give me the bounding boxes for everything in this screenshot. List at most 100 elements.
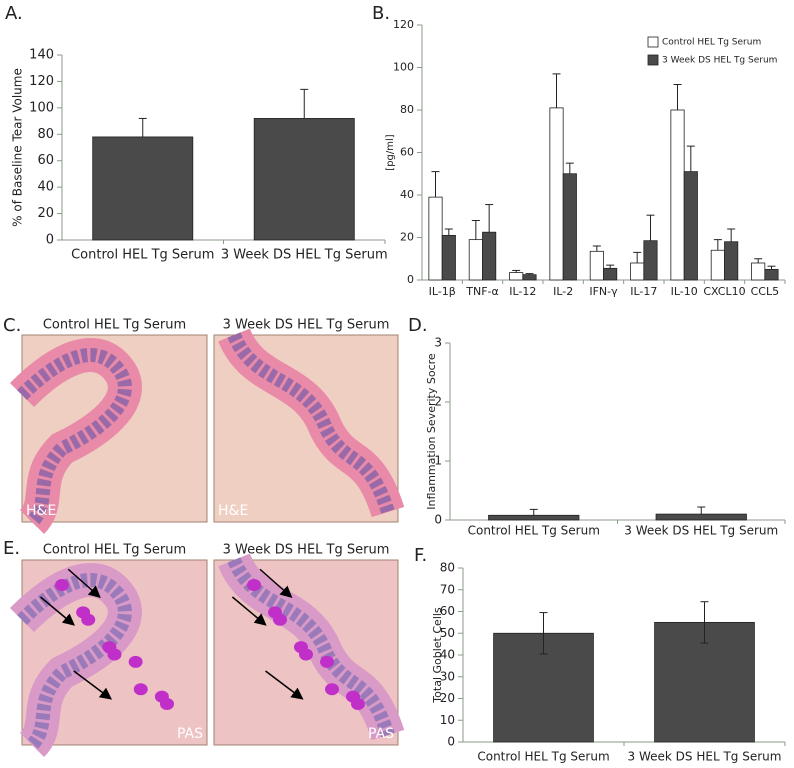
bar: [549, 107, 564, 281]
legend-swatch: [647, 54, 659, 66]
x-tick-label: CXCL10: [703, 285, 745, 298]
goblet-cell: [247, 579, 261, 591]
legend-swatch: [647, 36, 659, 48]
micrograph: [213, 552, 405, 746]
bar: [603, 267, 618, 281]
x-tick-label: IFN-γ: [589, 285, 618, 298]
y-tick-label: 80: [37, 127, 54, 142]
tissue-epithelium: [227, 332, 395, 515]
y-tick-label: 70: [440, 582, 455, 596]
bar: [468, 239, 483, 281]
goblet-cell: [273, 613, 287, 626]
x-tick-label: Control HEL Tg Serum: [71, 248, 214, 263]
x-tick-label: IL-12: [509, 285, 536, 298]
x-tick-label: CCL5: [751, 285, 780, 298]
tissue-epithelium: [227, 557, 395, 738]
stain-label: H&E: [26, 503, 56, 519]
bar: [655, 513, 747, 521]
y-axis-label: [pg/ml]: [385, 134, 396, 170]
image-title: Control HEL Tg Serum: [43, 543, 186, 558]
arrow: [259, 568, 293, 598]
goblet-cell: [55, 579, 69, 591]
image-title: 3 Week DS HEL Tg Serum: [223, 318, 390, 333]
goblet-cell: [128, 655, 143, 668]
bar: [724, 241, 739, 281]
bar: [482, 231, 497, 281]
goblet-cell: [81, 613, 96, 626]
arrow: [67, 568, 101, 598]
bar: [764, 268, 779, 281]
bar: [562, 173, 577, 281]
y-tick-label: 80: [440, 561, 455, 575]
x-tick-label: 3 Week DS HEL Tg Serum: [628, 750, 782, 764]
y-tick-label: 60: [440, 604, 455, 618]
y-tick-label: 60: [37, 153, 54, 168]
panel-label: F.: [414, 545, 427, 566]
x-tick-label: IL-17: [630, 285, 657, 298]
goblet-cell: [325, 683, 339, 696]
micrograph: [9, 334, 208, 535]
panel-label: E.: [3, 538, 20, 559]
x-tick-label: IL-1β: [429, 285, 456, 298]
bar: [509, 272, 524, 281]
y-tick-label: 140: [29, 48, 54, 63]
y-tick-label: 0: [434, 513, 442, 527]
micrograph: [213, 327, 405, 523]
goblet-cell: [107, 648, 122, 661]
panel-label: C.: [3, 315, 21, 336]
arrow: [73, 670, 113, 700]
bar: [630, 262, 645, 281]
y-tick-label: 80: [400, 103, 414, 116]
stain-label: PAS: [177, 726, 203, 742]
goblet-cell: [133, 683, 148, 696]
bar: [710, 249, 725, 281]
bar: [488, 514, 580, 521]
y-tick-label: 40: [37, 180, 54, 195]
stain-label: H&E: [218, 503, 248, 519]
y-tick-label: 20: [400, 231, 414, 244]
y-tick-label: 50: [440, 626, 455, 640]
panel-label: D.: [408, 315, 428, 336]
legend-label: 3 Week DS HEL Tg Serum: [662, 56, 777, 66]
image-title: 3 Week DS HEL Tg Serum: [223, 543, 390, 558]
bar: [253, 118, 355, 241]
panel-label: A.: [5, 3, 23, 24]
goblet-cell: [351, 698, 365, 710]
x-tick-label: IL-2: [553, 285, 573, 298]
y-tick-label: 10: [440, 713, 455, 727]
y-tick-label: 3: [434, 336, 442, 350]
y-tick-label: 20: [37, 206, 54, 221]
goblet-cell: [320, 655, 334, 668]
tissue-epithelium: [17, 573, 132, 750]
bar: [683, 171, 698, 281]
y-tick-label: 120: [29, 74, 54, 89]
y-tick-label: 40: [440, 648, 455, 662]
bar: [441, 234, 456, 281]
bar: [522, 274, 537, 281]
x-tick-label: Control HEL Tg Serum: [477, 750, 609, 764]
bar: [751, 262, 766, 281]
legend-label: Control HEL Tg Serum: [662, 38, 761, 48]
bar: [643, 240, 658, 281]
y-tick-label: 2: [434, 395, 442, 409]
image-title: Control HEL Tg Serum: [43, 318, 186, 333]
bar: [670, 109, 685, 281]
micrograph: [9, 559, 208, 758]
x-tick-label: IL-10: [671, 285, 698, 298]
bar: [589, 250, 604, 281]
y-axis-label: Total Goblet Cells: [431, 607, 444, 704]
y-tick-label: 100: [29, 100, 54, 115]
stain-label: PAS: [368, 726, 394, 742]
y-tick-label: 1: [434, 454, 442, 468]
x-tick-label: TNF-α: [465, 285, 499, 298]
x-tick-label: 3 Week DS HEL Tg Serum: [624, 524, 778, 538]
goblet-cell: [299, 648, 313, 661]
x-tick-label: 3 Week DS HEL Tg Serum: [221, 248, 388, 263]
bar: [428, 196, 443, 281]
y-axis-label: % of Baseline Tear Volume: [11, 68, 25, 227]
y-tick-label: 0: [407, 273, 414, 286]
y-tick-label: 120: [393, 18, 414, 31]
arrow: [231, 596, 267, 626]
y-tick-label: 0: [46, 233, 54, 248]
